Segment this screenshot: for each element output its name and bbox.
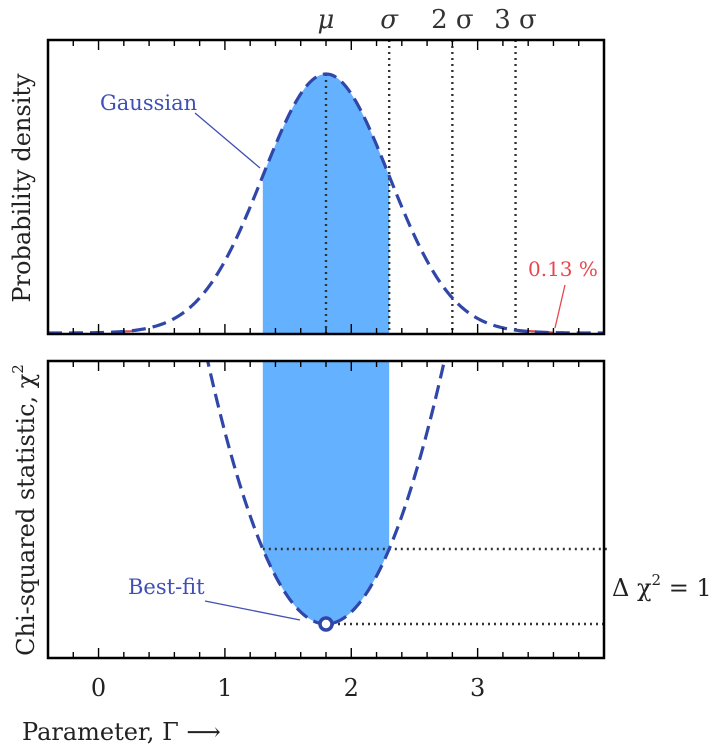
tail-percentage-annotation: 0.13 % bbox=[528, 257, 598, 281]
top-y-axis-title: Probability density bbox=[8, 73, 36, 303]
bottom-reference-lines bbox=[262, 547, 608, 626]
bottom-y-axis-title: Chi-squared statistic, χ2 bbox=[9, 364, 40, 656]
two-sigma-label: 2 σ bbox=[431, 5, 474, 35]
x-tick-label-2: 2 bbox=[344, 674, 359, 702]
best-fit-leader-line bbox=[204, 600, 301, 621]
top-reference-lines bbox=[324, 40, 517, 334]
three-sigma-label: 3 σ bbox=[494, 5, 537, 35]
gaussian-leader-line bbox=[194, 112, 261, 169]
bottom-shaded-band bbox=[262, 361, 390, 624]
bottom-panel: 0 1 2 3 Best-fit Δ χ2 = 1 Chi-squared stati… bbox=[9, 359, 712, 746]
top-panel: μ σ 2 σ 3 σ Gaussian 0.13 % Probability … bbox=[8, 5, 606, 336]
sigma-label: σ bbox=[380, 5, 399, 35]
top-band-area bbox=[262, 74, 390, 333]
x-tick-label-3: 3 bbox=[470, 674, 485, 702]
top-frame bbox=[46, 38, 606, 336]
best-fit-marker bbox=[318, 616, 334, 632]
tail-leader-line bbox=[554, 284, 566, 329]
gaussian-curve bbox=[48, 72, 604, 334]
x-tick-label-0: 0 bbox=[91, 674, 106, 702]
delta-chi-label: Δ χ2 = 1 bbox=[612, 571, 712, 602]
gaussian-annotation: Gaussian bbox=[100, 91, 197, 115]
x-axis-title: Parameter, Γ ⟶ bbox=[22, 718, 221, 746]
bottom-x-tick-labels: 0 1 2 3 bbox=[91, 674, 485, 702]
bottom-frame bbox=[46, 359, 606, 660]
mu-label: μ bbox=[318, 5, 335, 35]
best-fit-annotation: Best-fit bbox=[128, 575, 205, 599]
x-tick-label-1: 1 bbox=[217, 674, 232, 702]
